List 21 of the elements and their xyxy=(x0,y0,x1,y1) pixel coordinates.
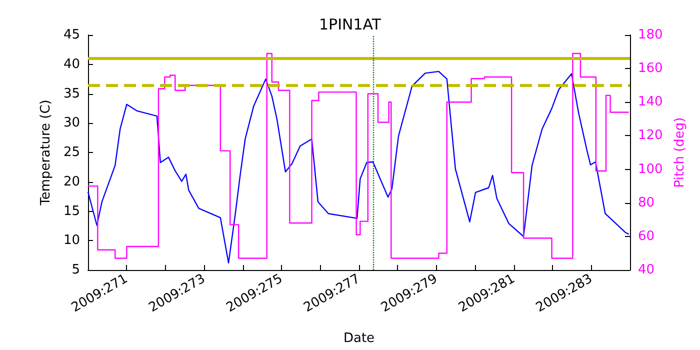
y-tick-label: 40 xyxy=(63,56,80,72)
y2-tick-label: 120 xyxy=(638,128,663,144)
chart-title: 1PIN1AT xyxy=(318,16,382,34)
y2-tick-label: 160 xyxy=(638,61,663,76)
y2-tick-label: 140 xyxy=(638,94,663,110)
y-axis-title: Temperature (C) xyxy=(38,100,54,206)
y2-tick-label: 60 xyxy=(638,228,655,244)
y-tick-label: 45 xyxy=(63,28,80,42)
y-tick-label: 25 xyxy=(63,145,80,160)
y-tick-label: 15 xyxy=(63,204,80,219)
y2-axis-title: Pitch (deg) xyxy=(672,117,688,188)
y-tick-label: 30 xyxy=(63,116,80,131)
y-tick-label: 35 xyxy=(63,86,80,102)
y2-tick-label: 100 xyxy=(638,162,663,177)
y2-tick-label: 80 xyxy=(638,195,655,210)
y2-tick-label: 40 xyxy=(638,262,655,278)
x-axis-title: Date xyxy=(343,331,375,346)
y2-tick-label: 180 xyxy=(638,28,663,42)
y-tick-label: 20 xyxy=(63,174,80,190)
y-tick-label: 10 xyxy=(63,233,80,248)
y-tick-label: 5 xyxy=(72,262,80,278)
